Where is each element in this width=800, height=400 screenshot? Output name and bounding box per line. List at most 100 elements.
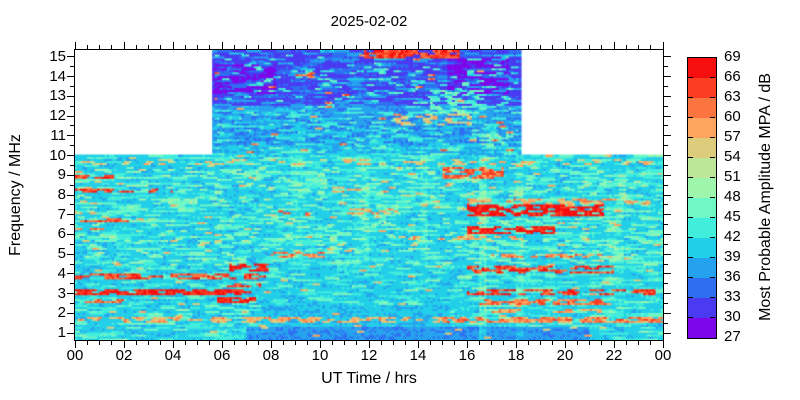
y-major-tick xyxy=(67,56,74,58)
x-tick-label: 02 xyxy=(115,347,133,364)
x-major-tick-top xyxy=(319,42,321,49)
y-major-tick-right xyxy=(664,76,671,78)
x-tick-label: 22 xyxy=(605,347,623,364)
y-minor-tick-right xyxy=(664,105,668,107)
colorbar-tick-label: 60 xyxy=(724,108,741,125)
y-major-tick-right xyxy=(664,135,671,137)
x-major-tick xyxy=(270,341,272,348)
x-major-tick-top xyxy=(368,42,370,49)
x-major-tick-top xyxy=(466,42,468,49)
y-tick-label: 4 xyxy=(57,264,66,282)
colorbar-boundary-dash-right xyxy=(710,137,715,138)
x-minor-tick xyxy=(601,341,603,345)
y-major-tick xyxy=(67,233,74,235)
y-tick-label: 1 xyxy=(57,324,66,342)
x-minor-tick-top xyxy=(589,45,590,49)
colorbar xyxy=(687,57,717,339)
colorbar-boundary-dash-right xyxy=(710,97,715,98)
colorbar-tick-label: 42 xyxy=(724,228,741,245)
x-major-tick-top xyxy=(270,42,272,49)
y-minor-tick-right xyxy=(664,263,668,265)
y-tick-label: 6 xyxy=(57,225,66,243)
x-major-tick-top xyxy=(613,42,615,49)
x-minor-tick-top xyxy=(307,45,309,49)
heatmap-canvas xyxy=(75,50,663,340)
x-tick-label: 08 xyxy=(262,347,280,364)
x-minor-tick-top xyxy=(344,45,345,49)
colorbar-boundary-dash-right xyxy=(710,277,715,278)
y-tick-label: 8 xyxy=(57,186,66,203)
y-major-tick-right xyxy=(664,273,671,275)
x-minor-tick xyxy=(246,341,247,345)
y-minor-tick-right xyxy=(664,66,668,68)
y-minor-tick-right xyxy=(664,164,668,166)
y-minor-tick-right xyxy=(664,184,668,186)
colorbar-segment xyxy=(688,298,716,318)
y-minor-tick xyxy=(70,224,74,226)
colorbar-boundary-dash-left xyxy=(688,77,693,78)
y-minor-tick xyxy=(70,105,74,107)
y-major-tick xyxy=(67,95,74,97)
colorbar-boundary-dash-left xyxy=(688,297,693,298)
x-minor-tick-top xyxy=(258,45,260,49)
colorbar-boundary-dash-left xyxy=(688,157,693,158)
colorbar-boundary-dash-left xyxy=(688,177,693,178)
x-minor-tick-top xyxy=(650,45,652,49)
y-minor-tick xyxy=(70,204,74,206)
y-tick-label: 5 xyxy=(57,245,66,263)
y-minor-tick xyxy=(70,125,74,127)
x-minor-tick xyxy=(491,341,492,345)
y-major-tick-right xyxy=(664,194,671,196)
y-major-tick-right xyxy=(664,214,671,216)
x-major-tick xyxy=(466,341,468,348)
colorbar-segment xyxy=(688,278,716,298)
x-major-tick xyxy=(515,341,517,348)
y-tick-label: 11 xyxy=(50,126,66,144)
x-minor-tick-top xyxy=(111,45,113,49)
x-minor-tick xyxy=(160,341,162,345)
y-minor-tick-right xyxy=(664,224,668,226)
x-minor-tick xyxy=(295,341,296,345)
x-minor-tick xyxy=(99,341,100,345)
x-minor-tick xyxy=(442,341,443,345)
y-tick-label: 9 xyxy=(57,166,66,184)
x-minor-tick-top xyxy=(148,45,149,49)
colorbar-segment xyxy=(688,58,716,78)
y-minor-tick-right xyxy=(664,322,668,324)
y-major-tick-right xyxy=(664,253,671,255)
x-minor-tick xyxy=(380,341,382,345)
x-major-tick xyxy=(417,341,419,348)
colorbar-segment xyxy=(688,158,716,178)
x-minor-tick xyxy=(638,341,639,345)
y-minor-tick-right xyxy=(664,243,668,245)
x-minor-tick xyxy=(405,341,407,345)
x-major-tick-top xyxy=(564,42,566,49)
colorbar-tick-label: 54 xyxy=(724,148,741,165)
colorbar-tick-label: 45 xyxy=(724,208,741,225)
colorbar-boundary-dash-right xyxy=(710,157,715,158)
colorbar-tick-label: 48 xyxy=(724,188,741,205)
x-minor-tick xyxy=(148,341,149,345)
colorbar-tick-label: 33 xyxy=(724,288,741,305)
x-minor-tick xyxy=(589,341,590,345)
y-minor-tick-right xyxy=(664,125,668,127)
x-minor-tick xyxy=(478,341,480,345)
colorbar-segment xyxy=(688,118,716,138)
y-major-tick xyxy=(67,174,74,176)
y-minor-tick xyxy=(70,66,74,68)
y-major-tick xyxy=(67,194,74,196)
x-tick-label: 00 xyxy=(66,347,84,364)
x-minor-tick xyxy=(527,341,529,345)
colorbar-boundary-dash-right xyxy=(710,177,715,178)
x-major-tick-top xyxy=(417,42,419,49)
x-tick-label: 20 xyxy=(556,347,574,364)
y-major-tick xyxy=(67,76,74,78)
x-tick-label: 00 xyxy=(654,347,672,364)
x-major-tick xyxy=(319,341,321,348)
y-minor-tick xyxy=(70,322,74,324)
y-major-tick xyxy=(67,332,74,334)
x-tick-label: 12 xyxy=(360,347,378,364)
x-tick-label: 04 xyxy=(164,347,182,364)
colorbar-segment xyxy=(688,138,716,158)
